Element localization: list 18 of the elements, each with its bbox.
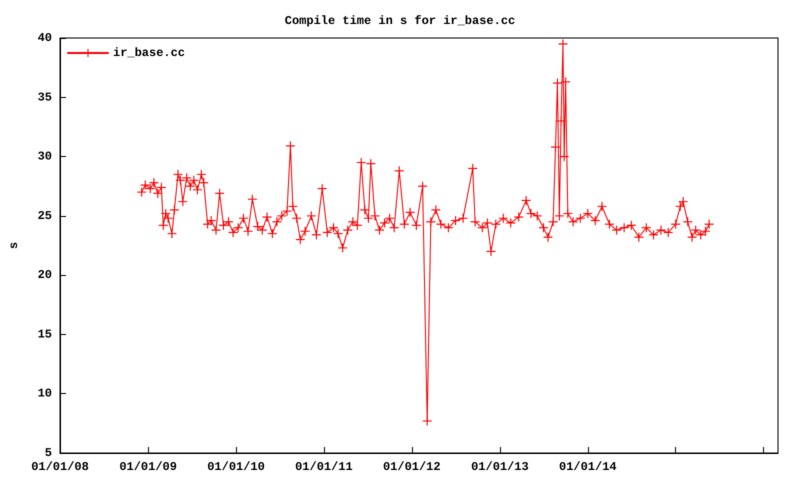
y-axis-title: s	[7, 242, 21, 250]
y-tick-label: 25	[38, 208, 52, 223]
y-tick-label: 5	[44, 446, 52, 460]
legend-label: ir_base.cc	[113, 46, 186, 60]
y-tick-label: 10	[38, 386, 52, 401]
y-tick-label: 30	[38, 150, 52, 164]
x-tick-label: 01/01/10	[207, 460, 265, 474]
chart-title: Compile time in s for ir_base.cc	[284, 14, 516, 28]
y-tick-label: 40	[38, 31, 52, 45]
x-tick-label: 01/01/13	[471, 460, 529, 474]
x-tick-label: 01/01/08	[31, 460, 89, 474]
x-tick-label: 01/01/12	[382, 460, 441, 474]
x-tick-label: 01/01/09	[119, 460, 177, 474]
x-tick-label: 01/01/14	[558, 460, 617, 474]
y-tick-label: 15	[38, 327, 52, 342]
y-tick-label: 35	[38, 90, 52, 104]
x-tick-label: 01/01/11	[295, 460, 353, 474]
y-tick-label: 20	[38, 268, 52, 282]
